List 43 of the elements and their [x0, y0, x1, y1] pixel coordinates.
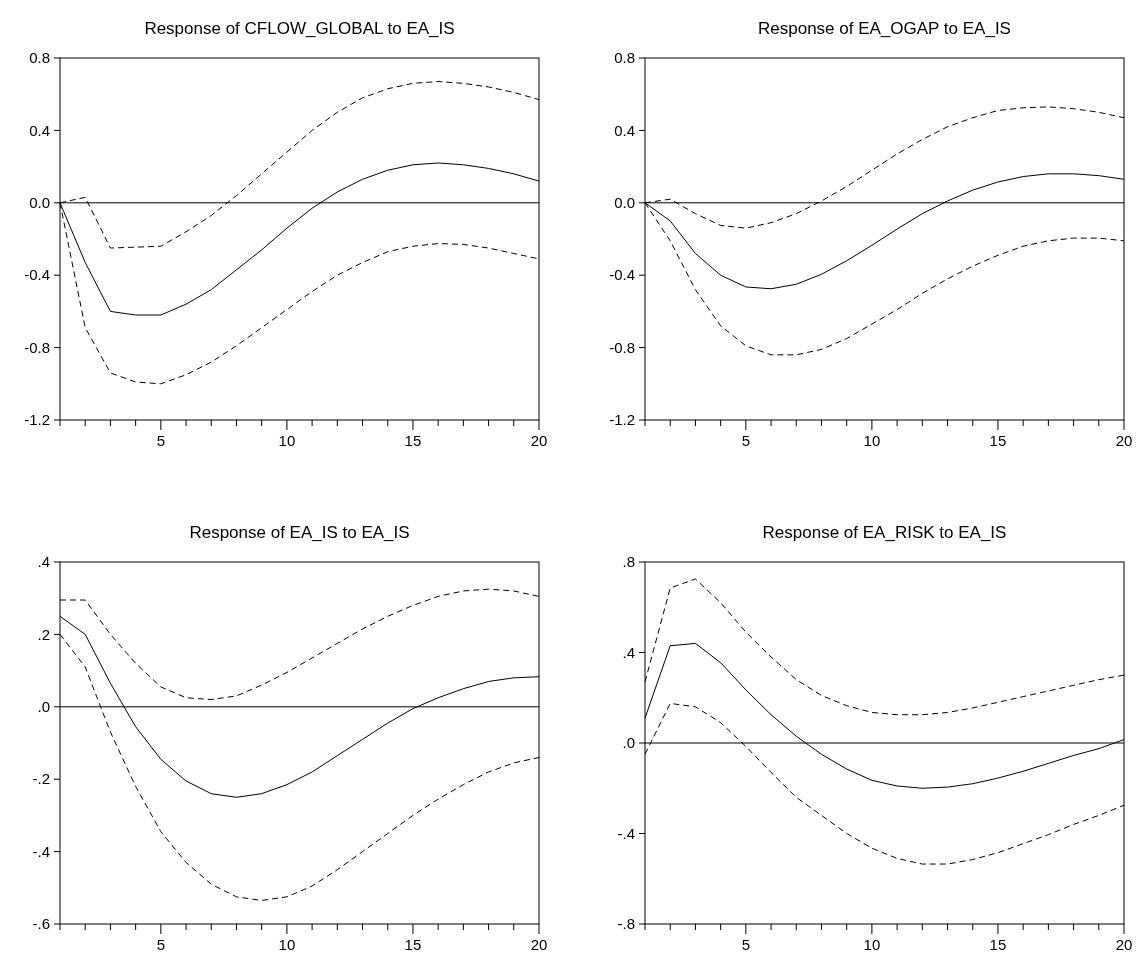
x-tick-label: 5: [156, 936, 166, 953]
y-tick-label: -1.2: [609, 411, 635, 429]
y-tick-label: .8: [622, 553, 635, 571]
x-tick-label: 15: [989, 432, 1007, 449]
x-tick-label: 10: [863, 432, 881, 449]
chart-title: Response of EA_RISK to EA_IS: [762, 523, 1007, 542]
y-tick-label: 0.0: [614, 194, 635, 212]
y-tick-label: -.6: [32, 915, 50, 933]
x-tick-label: 10: [863, 936, 881, 953]
x-tick-label: 5: [741, 432, 751, 449]
y-tick-label: .2: [37, 625, 50, 643]
y-tick-label: .4: [622, 643, 635, 661]
chart-title: Response of CFLOW_GLOBAL to EA_IS: [144, 19, 455, 38]
x-tick-label: 15: [989, 936, 1007, 953]
chart-title: Response of EA_IS to EA_IS: [189, 523, 410, 542]
x-tick-label: 10: [278, 936, 296, 953]
y-tick-label: -0.8: [609, 338, 635, 356]
x-tick-label: 20: [530, 432, 548, 449]
x-tick-label: 5: [741, 936, 751, 953]
x-tick-label: 20: [1115, 432, 1133, 449]
y-tick-label: -0.4: [24, 266, 50, 284]
x-tick-label: 5: [156, 432, 166, 449]
x-tick-label: 15: [404, 936, 422, 953]
x-tick-label: 20: [530, 936, 548, 953]
y-tick-label: -.2: [32, 770, 50, 788]
y-tick-label: -0.4: [609, 266, 635, 284]
x-tick-label: 10: [278, 432, 296, 449]
y-tick-label: 0.8: [29, 49, 50, 67]
x-tick-label: 15: [404, 432, 422, 449]
y-tick-label: 0.4: [614, 121, 635, 139]
y-tick-label: .4: [37, 553, 50, 571]
y-tick-label: 0.0: [29, 194, 50, 212]
y-tick-label: -.4: [32, 842, 50, 860]
y-tick-label: -.4: [617, 824, 635, 842]
y-tick-label: .0: [622, 734, 635, 752]
y-tick-label: 0.4: [29, 121, 50, 139]
y-tick-label: -0.8: [24, 338, 50, 356]
y-tick-label: -1.2: [24, 411, 50, 429]
y-tick-label: 0.8: [614, 49, 635, 67]
chart-title: Response of EA_OGAP to EA_IS: [758, 19, 1011, 38]
y-tick-label: .0: [37, 698, 50, 716]
x-tick-label: 20: [1115, 936, 1133, 953]
y-tick-label: -.8: [617, 915, 635, 933]
